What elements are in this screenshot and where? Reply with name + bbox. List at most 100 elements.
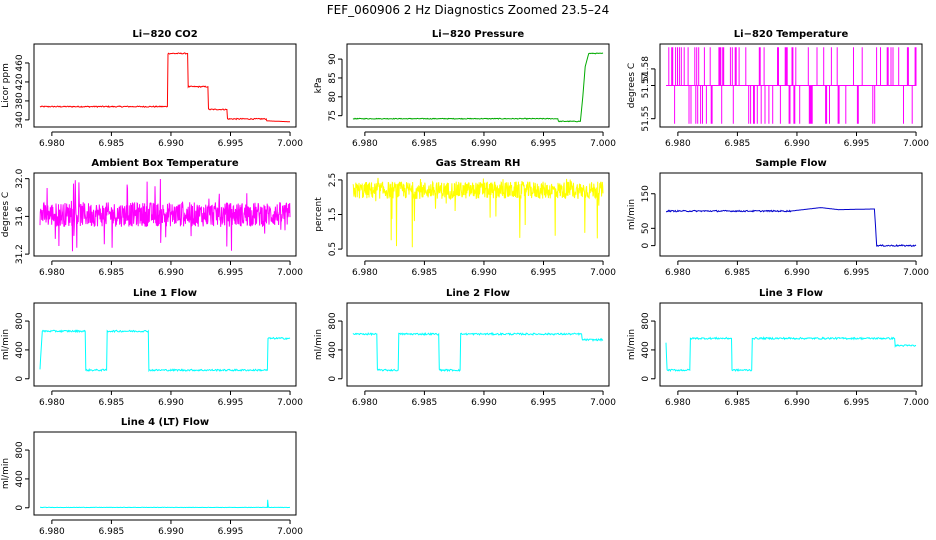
x-tick-label: 6.980 — [39, 268, 65, 278]
y-tick-label: 85 — [328, 72, 338, 83]
y-tick-label: 400 — [328, 341, 338, 358]
y-tick-label: 400 — [15, 470, 25, 487]
y-tick-label: 31.6 — [15, 206, 25, 226]
chart-title: Line 1 Flow — [133, 288, 197, 299]
x-tick-label: 6.985 — [99, 398, 125, 408]
plot-frame — [33, 302, 297, 387]
x-tick-label: 6.990 — [471, 139, 497, 149]
x-tick-label: 6.985 — [99, 139, 125, 149]
y-tick-label: 31.2 — [15, 244, 25, 264]
plot-frame — [659, 43, 923, 128]
y-tick-label: 0.5 — [328, 242, 338, 256]
y-tick-label: 51.58 — [641, 56, 651, 82]
x-tick-label: 6.980 — [39, 527, 65, 537]
y-tick-label: 0 — [641, 242, 651, 248]
x-tick-label: 7.000 — [903, 398, 929, 408]
y-tick-label: 400 — [15, 341, 25, 358]
x-tick-label: 6.990 — [784, 398, 810, 408]
y-tick-label: 380 — [15, 92, 25, 109]
x-tick-label: 6.995 — [218, 268, 244, 278]
y-tick-label: 150 — [641, 185, 651, 202]
x-tick-label: 6.990 — [471, 398, 497, 408]
data-series-line — [666, 47, 917, 124]
chart-panel-3: Li−820 Temperature 6.980 6.985 6.990 6.995 7.… — [627, 29, 929, 149]
data-series-line — [352, 331, 604, 373]
x-tick-label: 6.995 — [844, 398, 870, 408]
chart-title: Gas Stream RH — [436, 158, 521, 169]
y-axis-label: degrees C — [627, 63, 637, 108]
y-tick-label: 0 — [328, 376, 338, 382]
data-series-line — [40, 499, 290, 509]
y-axis-label: percent — [314, 197, 324, 232]
y-axis-label: ml/min — [314, 329, 324, 360]
chart-panel-9: Line 3 Flow 6.980 6.985 6.990 6.995 7.000 0 400… — [627, 288, 929, 408]
x-tick-label: 6.995 — [844, 139, 870, 149]
x-tick-label: 6.985 — [412, 139, 438, 149]
page-title: FEF_060906 2 Hz Diagnostics Zoomed 23.5–… — [326, 3, 610, 17]
data-series-line — [39, 329, 291, 373]
chart-panel-5: Gas Stream RH 6.980 6.985 6.990 6.995 7.000 0.… — [314, 158, 616, 278]
y-tick-label: 50 — [641, 222, 651, 234]
x-tick-label: 7.000 — [590, 398, 616, 408]
y-tick-label: 32.0 — [15, 168, 25, 188]
data-series-line — [39, 52, 290, 123]
y-axis-label: ml/min — [1, 329, 11, 360]
y-tick-label: 800 — [641, 312, 651, 329]
data-series-line — [666, 207, 917, 248]
data-series-line — [352, 52, 604, 123]
x-tick-label: 6.980 — [352, 139, 378, 149]
y-tick-label: 0 — [15, 376, 25, 382]
x-tick-label: 6.980 — [665, 139, 691, 149]
plot-frame — [659, 302, 923, 387]
chart-panel-7: Line 1 Flow 6.980 6.985 6.990 6.995 7.000 0 400… — [1, 288, 303, 408]
chart-title: Li−820 Temperature — [734, 29, 849, 40]
x-tick-label: 6.990 — [471, 268, 497, 278]
data-series-line — [39, 178, 291, 252]
plot-frame — [33, 43, 297, 128]
y-tick-label: 90 — [328, 53, 338, 65]
plot-frame — [33, 431, 297, 516]
x-tick-label: 6.990 — [158, 527, 184, 537]
y-tick-label: 0 — [641, 376, 651, 382]
y-axis-label: Licor ppm — [1, 63, 11, 108]
y-tick-label: 51.55 — [641, 106, 651, 132]
x-tick-label: 6.980 — [39, 398, 65, 408]
chart-title: Li−820 Pressure — [432, 29, 525, 40]
x-tick-label: 7.000 — [903, 139, 929, 149]
x-tick-label: 6.985 — [725, 398, 751, 408]
chart-panel-4: Ambient Box Temperature 6.980 6.985 6.990 6.… — [1, 158, 303, 278]
x-tick-label: 6.995 — [218, 527, 244, 537]
y-axis-label: ml/min — [1, 458, 11, 489]
y-tick-label: 1.5 — [328, 207, 338, 221]
y-tick-label: 420 — [15, 73, 25, 90]
x-tick-label: 6.980 — [665, 398, 691, 408]
x-tick-label: 6.985 — [412, 268, 438, 278]
x-tick-label: 6.990 — [158, 268, 184, 278]
x-tick-label: 6.985 — [99, 527, 125, 537]
x-tick-label: 6.990 — [784, 268, 810, 278]
y-tick-label: 75 — [328, 110, 338, 121]
x-tick-label: 6.985 — [725, 139, 751, 149]
x-tick-label: 6.980 — [352, 398, 378, 408]
chart-panel-10: Line 4 (LT) Flow 6.980 6.985 6.990 6.995 7.00… — [1, 417, 303, 537]
x-tick-label: 6.985 — [412, 398, 438, 408]
x-tick-label: 6.990 — [158, 398, 184, 408]
y-tick-label: 460 — [15, 54, 25, 71]
y-tick-label: 51.57 — [641, 73, 651, 99]
y-tick-label: 800 — [15, 312, 25, 329]
plot-frame — [33, 172, 297, 257]
data-series-line — [665, 336, 917, 372]
x-tick-label: 7.000 — [903, 268, 929, 278]
x-tick-label: 6.995 — [531, 139, 557, 149]
y-tick-label: 2.5 — [328, 173, 338, 187]
plot-frame — [346, 172, 610, 257]
chart-title: Li−820 CO2 — [132, 29, 197, 40]
chart-title: Line 3 Flow — [759, 288, 823, 299]
x-tick-label: 6.995 — [218, 398, 244, 408]
x-tick-label: 6.985 — [99, 268, 125, 278]
x-tick-label: 7.000 — [277, 268, 303, 278]
x-tick-label: 6.990 — [158, 139, 184, 149]
x-tick-label: 6.995 — [531, 268, 557, 278]
plot-frame — [346, 43, 610, 128]
